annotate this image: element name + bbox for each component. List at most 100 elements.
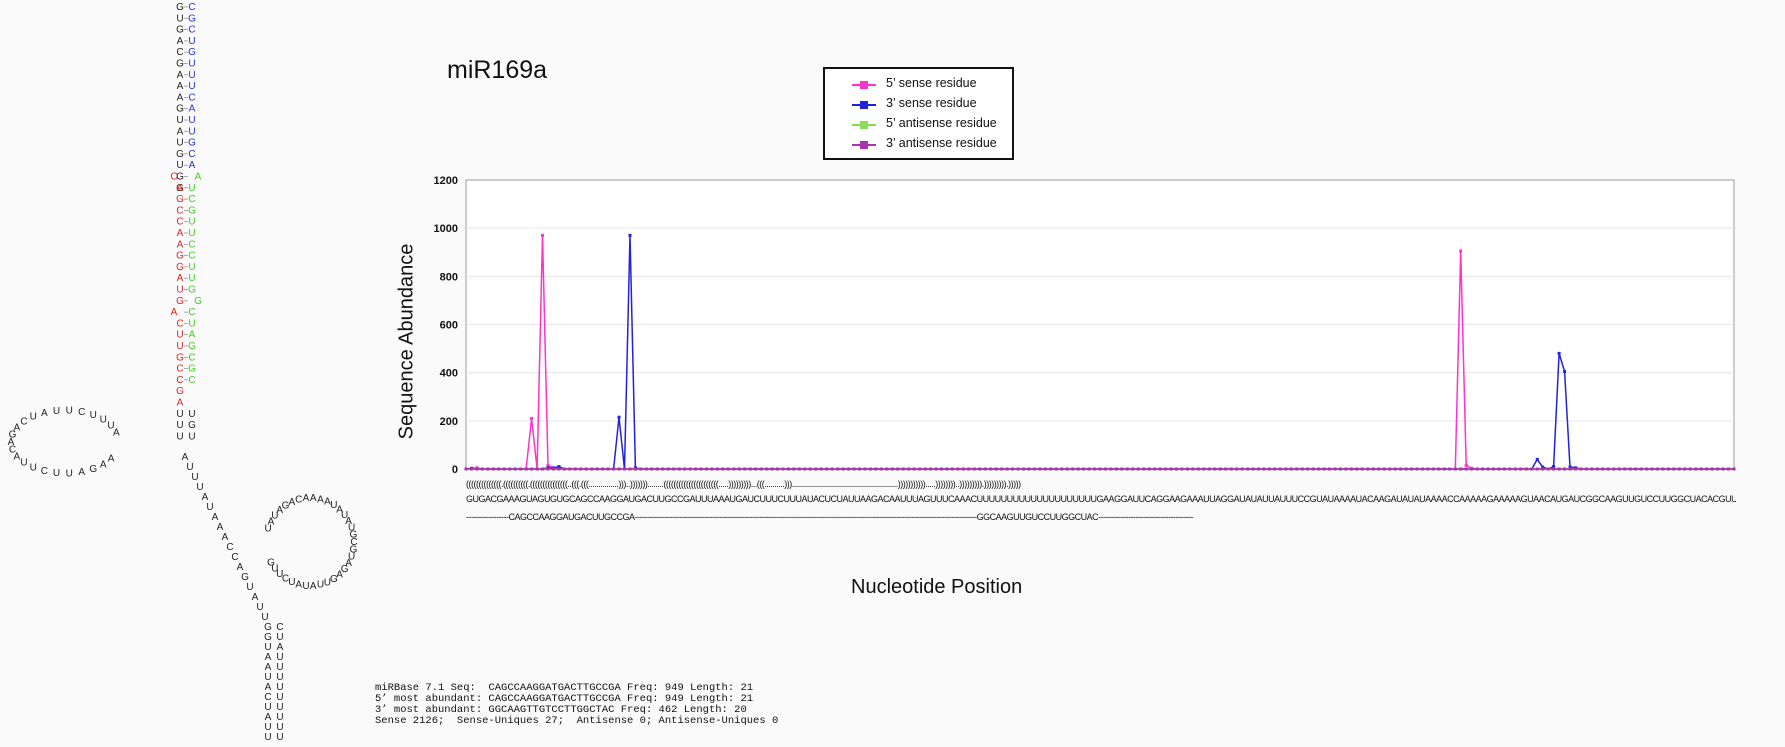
nucleotide: C [188, 194, 195, 205]
data-point [1360, 467, 1364, 471]
data-point [1448, 467, 1452, 471]
data-point [1492, 467, 1496, 471]
data-point [726, 467, 730, 471]
data-point [1546, 467, 1550, 471]
nucleotide: U [324, 577, 331, 588]
data-point [1552, 467, 1556, 471]
data-point [1021, 467, 1025, 471]
data-point [1169, 467, 1173, 471]
data-point [1125, 467, 1129, 471]
nucleotide: G [188, 341, 196, 352]
data-point [1453, 467, 1457, 471]
data-point [546, 463, 550, 467]
data-point [1710, 467, 1714, 471]
nucleotide: A [265, 652, 272, 663]
nucleotide: G [188, 47, 196, 58]
nucleotide: U [191, 472, 198, 483]
data-point [1727, 467, 1731, 471]
nucleotide: A [345, 516, 352, 527]
chart-legend: 5’ sense residue 3’ sense residue 5’ ant… [823, 67, 1014, 160]
data-point [934, 467, 938, 471]
data-point [1470, 467, 1474, 471]
summary-stats: miRBase 7.1 Seq: CAGCCAAGGATGACTTGCCGA F… [375, 683, 778, 727]
data-point [885, 467, 889, 471]
data-point [1366, 467, 1370, 471]
nucleotide: G [89, 464, 97, 475]
data-point [1295, 467, 1299, 471]
nucleotide: A [113, 427, 120, 438]
nucleotide: A [177, 273, 184, 284]
nucleotide: U [107, 421, 114, 432]
data-point [918, 467, 922, 471]
data-point [1251, 467, 1255, 471]
nucleotide: A [177, 36, 184, 47]
data-point [469, 467, 473, 471]
data-point [983, 467, 987, 471]
data-point [825, 467, 829, 471]
data-point [1464, 463, 1468, 467]
nucleotide: U [288, 577, 295, 588]
nucleotide: C [350, 537, 357, 548]
nucleotide: U [188, 115, 195, 126]
data-point [1338, 467, 1342, 471]
nucleotide: A [8, 437, 15, 448]
nucleotide: A [336, 504, 343, 515]
data-point [1087, 467, 1091, 471]
data-point [562, 467, 566, 471]
data-point [836, 467, 840, 471]
nucleotide: C [188, 375, 195, 386]
nucleotide: U [30, 462, 37, 473]
data-point [1426, 467, 1430, 471]
data-point [1502, 467, 1506, 471]
data-point [661, 467, 665, 471]
data-point [994, 467, 998, 471]
y-tick-label: 1000 [434, 223, 458, 235]
data-point [1322, 467, 1326, 471]
data-point [1557, 467, 1561, 471]
mature-sequence-track: -----------------CAGCCAAGGAUGACUUGCCGA--… [466, 512, 1193, 522]
nucleotide: G [176, 183, 184, 194]
nucleotide: U [188, 409, 195, 420]
nucleotide: U [188, 126, 195, 137]
data-point [1666, 467, 1670, 471]
data-point [1164, 467, 1168, 471]
nucleotide: U [66, 406, 73, 417]
data-point [1142, 467, 1146, 471]
data-point [1257, 467, 1260, 471]
nucleotide: U [276, 722, 283, 733]
data-point [1224, 467, 1228, 471]
nucleotide: A [276, 505, 283, 516]
data-point [1103, 467, 1107, 471]
data-point [1508, 467, 1512, 471]
data-point [1437, 467, 1441, 471]
nucleotide: G [188, 364, 196, 375]
data-point [480, 467, 484, 471]
data-point [1262, 467, 1266, 471]
nucleotide: G [176, 386, 184, 397]
nucleotide: A [277, 642, 284, 653]
data-point [508, 467, 512, 471]
data-point [1355, 467, 1359, 471]
data-point [1388, 467, 1392, 471]
legend-label: 3’ sense residue [886, 96, 977, 110]
data-point [1732, 467, 1736, 471]
data-point [617, 467, 621, 471]
data-point [623, 467, 626, 471]
data-point [513, 467, 517, 471]
data-point [1628, 467, 1632, 471]
nucleotide: G [350, 544, 358, 555]
data-point [639, 467, 643, 471]
data-point [1317, 467, 1321, 471]
data-point [1606, 467, 1610, 471]
data-point [759, 467, 763, 471]
nucleotide: G [176, 352, 184, 363]
nucleotide: U [261, 612, 268, 623]
nucleotide: U [66, 468, 73, 479]
data-point [1639, 467, 1643, 471]
y-axis-label: Sequence Abundance [395, 243, 418, 440]
nucleotide: U [176, 138, 183, 149]
data-point [1464, 467, 1468, 471]
data-point [754, 467, 758, 471]
data-point [765, 467, 769, 471]
data-point [1475, 467, 1479, 471]
